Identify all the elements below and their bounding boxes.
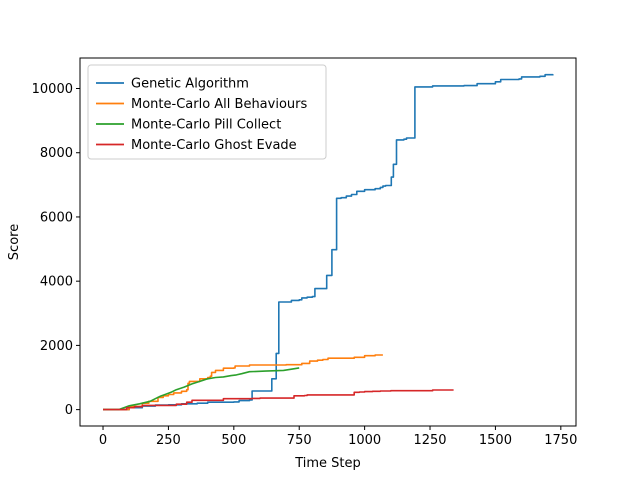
- x-tick-label: 250: [156, 433, 181, 448]
- y-axis: 0 2000 4000 6000 8000 10000: [32, 82, 80, 418]
- y-tick-label: 0: [65, 403, 73, 418]
- y-tick-label: 2000: [40, 339, 73, 354]
- legend-entry: Genetic Algorithm: [131, 77, 249, 92]
- series-line-2: [103, 367, 300, 411]
- x-tick-label: 1250: [413, 433, 446, 448]
- x-tick-label: 500: [221, 433, 246, 448]
- y-tick-label: 8000: [40, 146, 73, 161]
- x-tick-label: 750: [287, 433, 312, 448]
- y-tick-label: 6000: [40, 210, 73, 225]
- x-axis: 0 250 500 750 1000 1250 1500 1750: [99, 426, 577, 448]
- legend-entry: Monte-Carlo Pill Collect: [131, 118, 281, 133]
- y-axis-label: Score: [7, 224, 22, 260]
- x-tick-label: 0: [99, 433, 107, 448]
- legend: Genetic Algorithm Monte-Carlo All Behavio…: [87, 64, 327, 160]
- x-tick-label: 1000: [348, 433, 381, 448]
- x-axis-label: Time Step: [294, 456, 361, 471]
- series-line-3: [103, 389, 454, 411]
- legend-box: [87, 64, 327, 160]
- y-tick-label: 4000: [40, 275, 73, 290]
- x-tick-label: 1500: [479, 433, 512, 448]
- legend-entry: Monte-Carlo Ghost Evade: [131, 138, 297, 153]
- plot-frame: [79, 57, 577, 427]
- legend-entry: Monte-Carlo All Behaviours: [131, 97, 307, 112]
- series-line-1: [103, 354, 383, 411]
- x-tick-label: 1750: [544, 433, 577, 448]
- series-layer: [103, 73, 554, 411]
- y-tick-label: 10000: [32, 82, 73, 97]
- series-line-0: [103, 73, 554, 411]
